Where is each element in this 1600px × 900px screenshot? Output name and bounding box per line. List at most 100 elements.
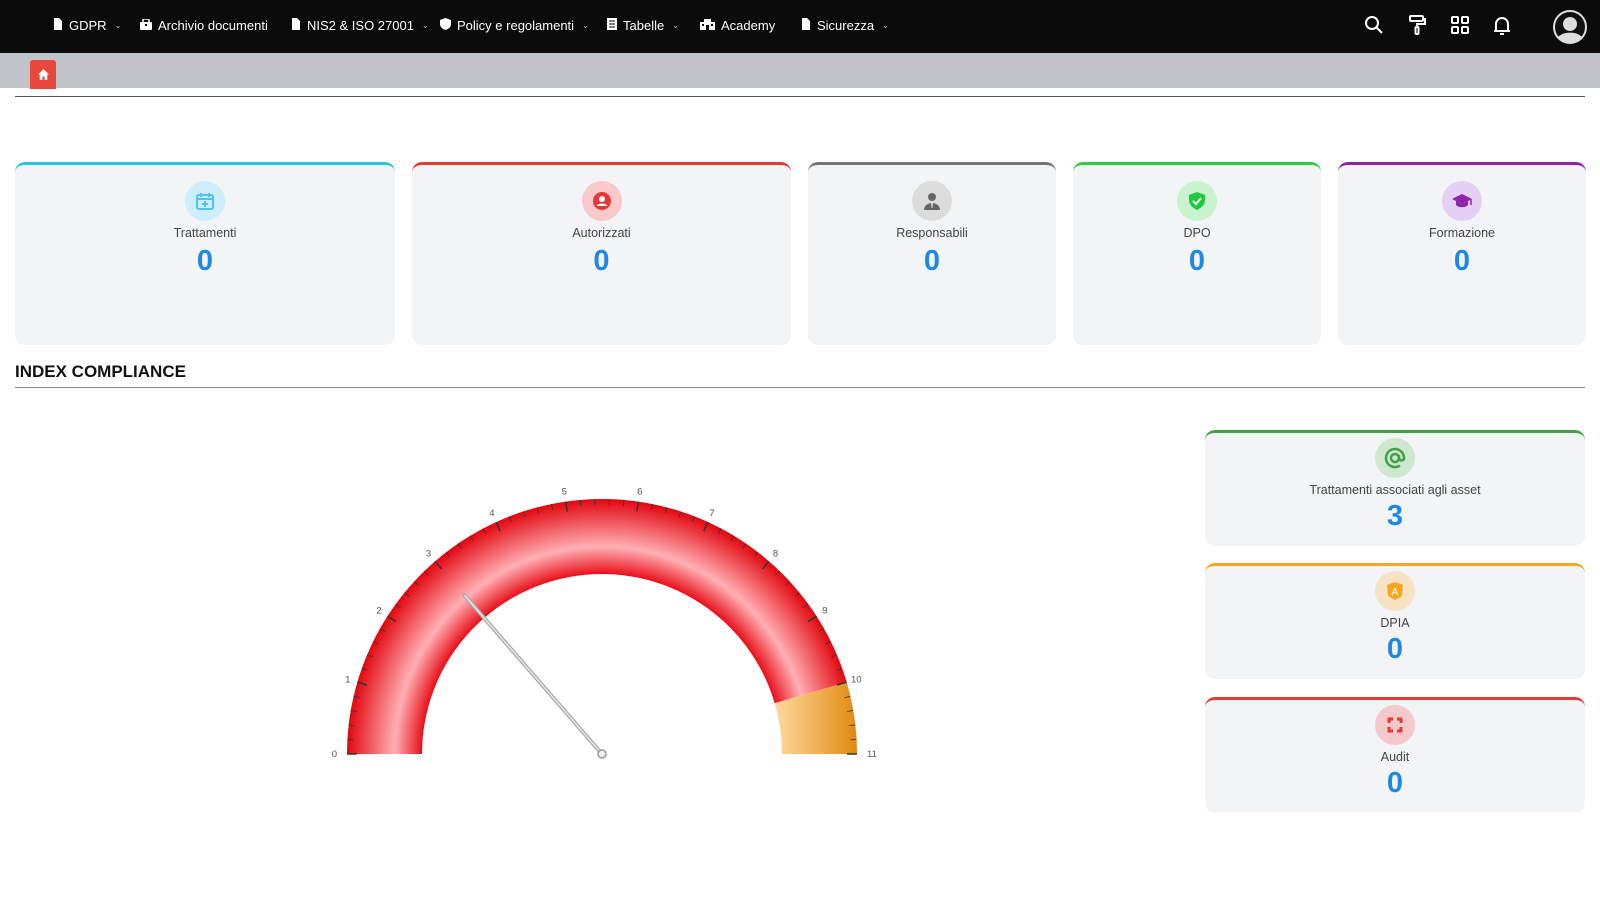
gauge-major-tick bbox=[807, 615, 817, 623]
gauge-minor-tick bbox=[395, 603, 401, 608]
section-title: INDEX COMPLIANCE bbox=[15, 362, 186, 381]
chevron-down-icon: ⌄ bbox=[882, 21, 889, 30]
gauge-minor-tick bbox=[651, 503, 654, 511]
side-stat-card-0[interactable]: Trattamenti associati agli asset 3 bbox=[1205, 430, 1585, 546]
gauge-needle-highlight bbox=[463, 594, 603, 755]
calendar-plus-icon bbox=[185, 181, 225, 221]
nav-item-academy[interactable]: Academy bbox=[700, 18, 775, 33]
gauge-minor-tick bbox=[579, 499, 582, 506]
user-circle-icon bbox=[581, 181, 622, 221]
gauge-minor-tick bbox=[509, 516, 513, 523]
gauge-tick-label: 7 bbox=[709, 508, 714, 519]
nav-item-policy-e-regolamenti[interactable]: Policy e regolamenti ⌄ bbox=[440, 18, 589, 33]
gauge-tick-label: 9 bbox=[822, 606, 827, 617]
nav-item-tabelle[interactable]: Tabelle ⌄ bbox=[607, 18, 679, 33]
chevron-down-icon: ⌄ bbox=[582, 21, 589, 30]
gauge-minor-tick bbox=[469, 535, 474, 541]
gauge-minor-tick bbox=[361, 667, 368, 671]
gauge-minor-tick bbox=[622, 499, 625, 506]
top-navbar: GDPR ⌄ Archivio documenti NIS2 & ISO 27001 ⌄… bbox=[0, 0, 1600, 53]
stat-value: 0 bbox=[923, 245, 941, 277]
stat-card-formazione[interactable]: Formazione 0 bbox=[1338, 162, 1586, 345]
stat-card-autorizzati[interactable]: Autorizzati 0 bbox=[412, 162, 791, 345]
gauge-minor-tick bbox=[445, 551, 451, 558]
gauge-minor-tick bbox=[794, 592, 800, 597]
gauge-minor-tick bbox=[691, 516, 695, 523]
nav-item-gdpr[interactable]: GDPR ⌄ bbox=[53, 18, 121, 33]
gauge-minor-tick bbox=[423, 570, 429, 576]
gauge-minor-tick bbox=[844, 695, 851, 698]
gauge-minor-tick bbox=[803, 603, 809, 608]
paint-roller-icon[interactable] bbox=[1405, 13, 1431, 39]
breadcrumb-bar bbox=[0, 53, 1600, 88]
gauge-band-1 bbox=[774, 682, 857, 754]
gauge-minor-tick bbox=[847, 710, 854, 712]
shield-icon bbox=[440, 18, 451, 33]
grid-icon[interactable] bbox=[1448, 13, 1474, 39]
gauge-minor-tick bbox=[664, 507, 668, 514]
document-icon bbox=[53, 18, 63, 33]
stat-value: 3 bbox=[1386, 500, 1404, 532]
gauge-minor-tick bbox=[536, 507, 540, 514]
gauge-minor-tick bbox=[348, 724, 355, 727]
gauge-band-0 bbox=[347, 499, 847, 754]
divider bbox=[15, 387, 1585, 388]
chevron-down-icon: ⌄ bbox=[672, 21, 679, 30]
gauge-minor-tick bbox=[742, 543, 747, 549]
nav-item-nis2-iso-27001[interactable]: NIS2 & ISO 27001 ⌄ bbox=[291, 18, 429, 33]
angular-shield-icon: A bbox=[1375, 571, 1415, 611]
shield-check-icon bbox=[1177, 181, 1217, 221]
gauge-major-tick bbox=[703, 521, 709, 532]
gauge-minor-tick bbox=[522, 511, 526, 518]
gauge-minor-tick bbox=[350, 710, 357, 712]
gauge-minor-tick bbox=[730, 535, 735, 541]
gauge-minor-tick bbox=[353, 695, 360, 698]
stat-value: 0 bbox=[1386, 633, 1404, 665]
search-icon[interactable] bbox=[1362, 13, 1388, 39]
user-tie-icon bbox=[912, 181, 952, 221]
chevron-down-icon: ⌄ bbox=[114, 21, 122, 30]
stat-card-dpo[interactable]: DPO 0 bbox=[1073, 162, 1321, 345]
gauge-minor-tick bbox=[785, 581, 791, 586]
stat-card-responsabili[interactable]: Responsabili 0 bbox=[808, 162, 1056, 345]
nav-item-sicurezza[interactable]: Sicurezza ⌄ bbox=[801, 18, 889, 33]
document-icon bbox=[291, 18, 301, 33]
gauge-minor-tick bbox=[717, 528, 722, 534]
user-avatar-icon[interactable] bbox=[1552, 9, 1588, 45]
gauge-minor-tick bbox=[825, 641, 832, 645]
gauge-tick-label: 10 bbox=[851, 674, 862, 685]
gauge-minor-tick bbox=[366, 654, 373, 658]
nav-item-archivio-documenti[interactable]: Archivio documenti bbox=[140, 17, 268, 33]
school-icon bbox=[700, 18, 715, 33]
chevron-down-icon: ⌄ bbox=[421, 21, 429, 30]
side-stat-card-1[interactable]: A DPIA 0 bbox=[1205, 563, 1585, 679]
stat-value: 0 bbox=[196, 245, 214, 277]
gauge-minor-tick bbox=[372, 641, 379, 645]
gauge-major-tick bbox=[434, 560, 443, 570]
gauge-major-tick bbox=[387, 615, 397, 623]
gauge-major-tick bbox=[357, 681, 368, 686]
stat-card-trattamenti[interactable]: Trattamenti 0 bbox=[15, 162, 395, 345]
gauge-minor-tick bbox=[404, 592, 410, 597]
gauge-pivot bbox=[597, 749, 607, 759]
gauge-minor-tick bbox=[413, 581, 419, 586]
svg-text:A: A bbox=[1392, 587, 1399, 598]
gauge-tick-label: 6 bbox=[637, 487, 642, 498]
gauge-major-tick bbox=[836, 681, 847, 686]
gauge-minor-tick bbox=[818, 628, 825, 632]
document-icon bbox=[801, 18, 811, 33]
gauge-minor-tick bbox=[379, 628, 386, 632]
gauge-minor-tick bbox=[753, 551, 759, 558]
gauge-tick-label: 8 bbox=[773, 549, 778, 560]
stat-value: 0 bbox=[1453, 245, 1471, 277]
gauge-major-tick bbox=[495, 521, 501, 532]
gauge-major-tick bbox=[761, 560, 770, 570]
gauge-tick-label: 3 bbox=[426, 549, 431, 560]
gauge-minor-tick bbox=[482, 528, 487, 534]
side-stat-card-2[interactable]: Audit 0 bbox=[1205, 697, 1585, 813]
home-button[interactable] bbox=[30, 60, 56, 89]
bell-icon[interactable] bbox=[1490, 13, 1516, 39]
gauge-tick-label: 5 bbox=[562, 487, 567, 498]
graduation-cap-icon bbox=[1442, 181, 1482, 221]
compliance-gauge: 0 1 2 3 4 5 6 7 8 9 10 11 bbox=[15, 428, 1190, 812]
